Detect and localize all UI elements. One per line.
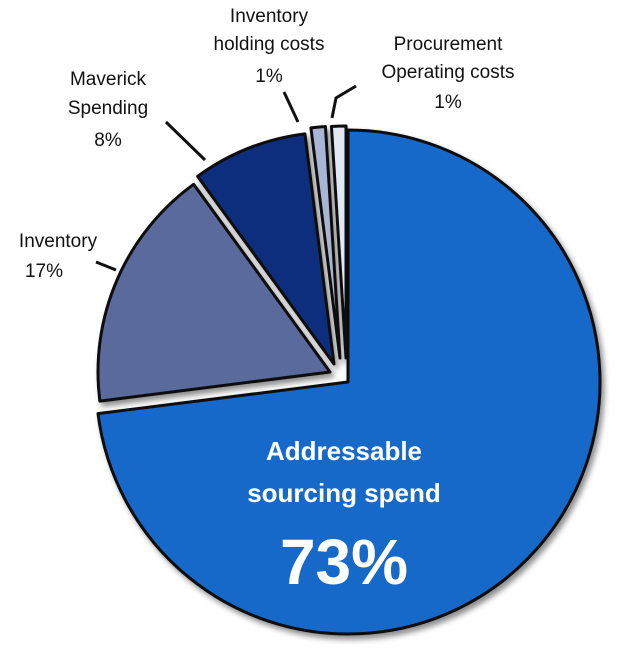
slice-label-inventory-line1: Inventory	[19, 231, 98, 252]
pie-slice-inventory	[96, 182, 332, 403]
slice-value-maverick: 8%	[94, 130, 122, 151]
slice-label-holding-line2: holding costs	[214, 34, 325, 55]
slice-label-maverick-line1: Maverick	[70, 69, 147, 90]
pie-slice-addressable	[96, 128, 602, 636]
slice-label-holding-line1: Inventory	[230, 6, 309, 27]
slice-value-procurement: 1%	[434, 92, 462, 113]
leader-line-inventory	[95, 260, 117, 272]
leader-line-procurement	[330, 84, 357, 119]
slice-value-holding: 1%	[255, 66, 283, 87]
leader-line-holding	[282, 91, 300, 123]
slice-label-procurement-line2: Operating costs	[381, 62, 514, 83]
slice-labels: Addressable sourcing spend 73% Inventory 17%…	[19, 6, 515, 598]
slice-label-maverick-line2: Spending	[68, 98, 148, 119]
pie-slices	[96, 124, 602, 636]
pie-slice-procurement	[329, 124, 348, 360]
slice-value-inventory: 17%	[25, 261, 63, 282]
leader-line-maverick	[164, 120, 207, 162]
slice-value-addressable: 73%	[280, 526, 408, 598]
slice-label-procurement-line1: Procurement	[394, 34, 503, 55]
slice-label-addressable-line1: Addressable	[266, 436, 422, 466]
leader-lines	[95, 84, 357, 272]
slice-label-addressable-line2: sourcing spend	[247, 478, 441, 508]
pie-slice-maverick	[196, 132, 336, 366]
pie-slice-holding	[309, 124, 342, 360]
